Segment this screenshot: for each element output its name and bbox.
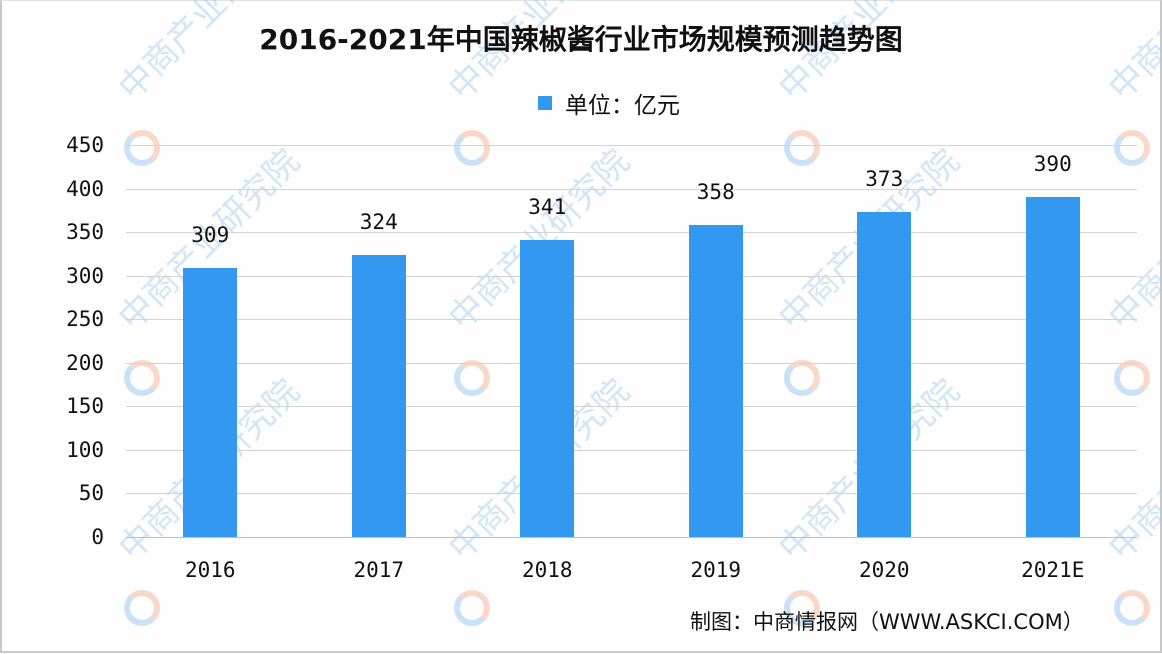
y-tick-label: 0	[91, 525, 104, 549]
y-tick-label: 250	[66, 307, 104, 332]
bar-2016	[183, 267, 238, 537]
y-tick-label: 200	[66, 350, 104, 375]
y-tick-label: 450	[66, 133, 104, 157]
gridline	[126, 145, 1137, 146]
bar-2018	[520, 239, 575, 537]
y-tick-label: 150	[66, 394, 104, 419]
legend-swatch-icon	[538, 96, 552, 110]
gridline	[126, 188, 1137, 190]
gridline	[126, 232, 1137, 234]
gridline	[126, 449, 1137, 451]
chart-title: 2016-2021年中国辣椒酱行业市场规模预测趋势图	[259, 23, 903, 56]
gridline	[126, 493, 1137, 495]
bar-2020	[857, 212, 912, 537]
bar-value-label: 341	[528, 194, 567, 219]
x-tick-label: 2016	[184, 558, 236, 582]
bar-2021E	[1025, 197, 1080, 537]
x-tick-label: 2021E	[1021, 558, 1085, 582]
bar-value-label: 309	[191, 222, 230, 247]
bar-value-label: 390	[1033, 152, 1072, 177]
bar-value-label: 373	[865, 167, 904, 192]
gridline	[126, 362, 1137, 364]
x-tick-label: 2018	[521, 558, 573, 582]
bar-2017	[351, 254, 406, 537]
bar-value-label: 324	[359, 209, 398, 234]
bar-value-label: 358	[696, 180, 735, 205]
legend-label: 单位：亿元	[565, 93, 680, 119]
y-tick-label: 400	[66, 176, 104, 201]
y-tick-label: 100	[66, 437, 104, 462]
source-note: 制图：中商情报网（WWW.ASKCI.COM）	[690, 610, 1084, 634]
x-tick-label: 2019	[690, 558, 742, 582]
plot-area	[126, 145, 1137, 538]
gridline	[126, 537, 1137, 538]
gridline	[126, 275, 1137, 277]
x-tick-label: 2017	[353, 558, 405, 582]
y-tick-label: 50	[78, 481, 104, 506]
gridline	[126, 406, 1137, 408]
y-tick-label: 300	[66, 263, 104, 288]
legend: 单位：亿元	[538, 86, 680, 120]
bar-2019	[688, 225, 743, 537]
gridline	[126, 319, 1137, 321]
x-tick-label: 2020	[858, 558, 910, 582]
y-tick-label: 350	[66, 220, 104, 245]
